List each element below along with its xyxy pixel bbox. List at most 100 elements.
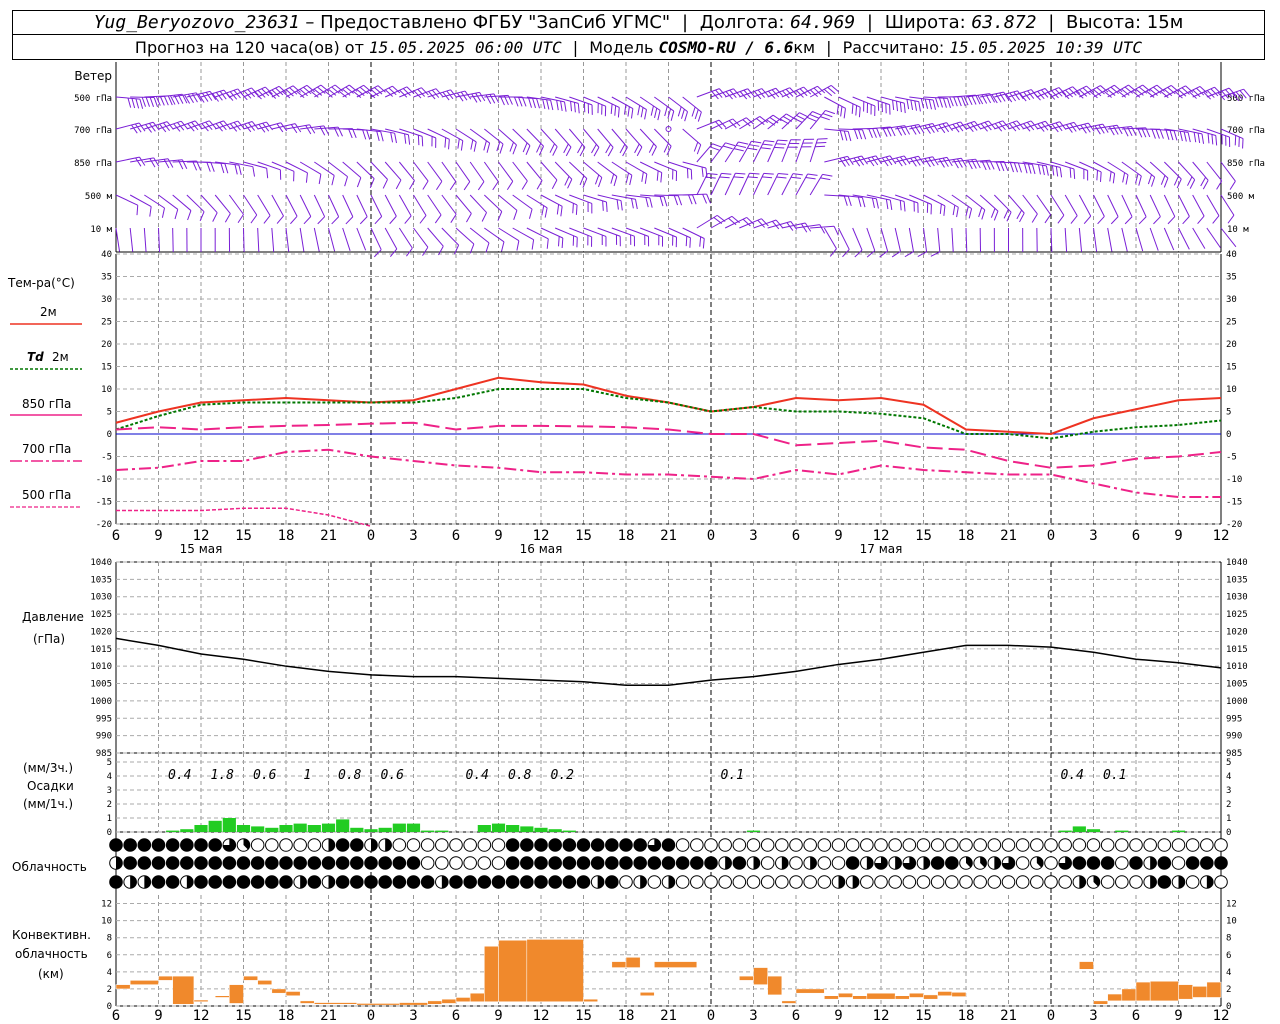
wind-barb-staff [229, 161, 253, 168]
cloud-symbol [803, 875, 817, 889]
wind-barb-feather [522, 96, 527, 107]
precip-title: Осадки [27, 779, 74, 793]
cloud-symbol [109, 875, 123, 889]
wind-barb-feather [560, 100, 563, 111]
cloud-circle [860, 838, 874, 852]
wind-barb-staff [469, 194, 487, 213]
wind-barb [1220, 194, 1235, 224]
cloud-circle [1200, 838, 1214, 852]
hour-label-bottom: 21 [1000, 1008, 1017, 1024]
wind-barb [1178, 227, 1190, 250]
wind-barb [611, 161, 633, 186]
wind-level-label-right: 500 гПа [1227, 94, 1265, 104]
wind-barb [555, 96, 580, 114]
hour-label-bottom: 15 [575, 1008, 592, 1024]
conv-bar [172, 975, 195, 1005]
wind-barb-feather [692, 194, 697, 205]
wind-barb-staff [554, 227, 578, 238]
wind-barb-feather [853, 157, 861, 167]
wind-barb-feather [435, 181, 443, 191]
wind-barb-staff [356, 227, 367, 251]
conv-bar [1192, 986, 1208, 998]
cloud-symbol [449, 856, 463, 870]
cloud-symbol [888, 875, 902, 889]
wind-barb-feather [1086, 85, 1095, 94]
wind-barb-feather [1124, 86, 1134, 94]
wind-barb-feather [522, 142, 528, 153]
wind-barb-feather [1193, 132, 1197, 143]
wind-barb-feather [774, 146, 785, 149]
precip-3h-total: 0.6 [253, 768, 277, 783]
wind-barb [781, 139, 801, 163]
cloud-symbol [293, 856, 307, 870]
wind-barb-feather [891, 250, 901, 258]
wind-barb-feather [960, 157, 967, 168]
wind-barb-feather [1023, 163, 1028, 174]
wind-barb-feather [551, 179, 558, 190]
wind-barb-staff [498, 161, 514, 182]
wind-barb-feather [892, 100, 895, 111]
cloud-fill-full [138, 856, 151, 870]
cloud-fill-full [577, 875, 590, 889]
wind-barb [214, 194, 231, 223]
wind-barbs [115, 84, 1251, 258]
cloud-circle [675, 875, 690, 889]
cloud-circle [1115, 838, 1129, 852]
wind-barb-feather [1044, 214, 1051, 224]
wind-barb-feather [334, 84, 344, 92]
wind-barb-feather [149, 158, 156, 168]
wind-barb-feather [380, 131, 384, 142]
cloud-symbol [746, 838, 761, 852]
cloud-fill-full [251, 856, 264, 870]
cloud-symbol [831, 875, 846, 889]
wind-barb [739, 116, 769, 130]
cloud-circle [1072, 838, 1087, 852]
wind-barb [130, 96, 158, 108]
cloud-symbol [321, 875, 336, 889]
cloud-fill-full [208, 875, 222, 889]
wind-barb [243, 86, 273, 100]
hour-label-bottom: 9 [494, 1008, 502, 1024]
wind-barb-feather [1202, 180, 1209, 190]
cloud-symbol [350, 838, 364, 852]
wind-barb [512, 161, 528, 190]
cloud-symbol [690, 875, 704, 889]
wind-barb-feather [1178, 89, 1187, 97]
precip-bar [520, 826, 534, 832]
wind-barb-feather [594, 174, 600, 185]
cloud-symbol [817, 856, 832, 870]
wind-barb [1220, 227, 1237, 248]
td-legend-label-2: 2м [52, 350, 69, 364]
cloud-symbol [406, 838, 421, 852]
convective-cloud-chart [115, 939, 1222, 1006]
cloud-symbol [477, 856, 492, 870]
cloud-symbol [520, 875, 534, 889]
wind-barb [512, 227, 535, 250]
wind-barb-feather [1159, 129, 1164, 139]
wind-barb-feather [942, 123, 950, 133]
cloud-symbol [392, 856, 407, 870]
wind-barb-feather [546, 238, 549, 249]
cloud-symbol [1044, 838, 1058, 852]
wind-barb-staff [1050, 194, 1065, 216]
wind-barb-feather [1163, 177, 1169, 188]
wind-barb-feather [1069, 167, 1072, 178]
cloud-fill-partial [441, 875, 449, 889]
precip-bar [236, 825, 251, 832]
wind-barb [328, 227, 336, 252]
conv-bar [115, 984, 131, 990]
wind-barb-feather [956, 158, 963, 168]
wind-barb-feather [1211, 134, 1214, 145]
wind-barb [115, 156, 146, 167]
cloud-symbol [661, 838, 676, 852]
hour-label-bottom: 9 [154, 1008, 162, 1024]
wind-barb [1093, 227, 1098, 252]
wind-barb-feather [1151, 128, 1156, 139]
wind-barb [469, 194, 487, 222]
hour-label-bottom: 9 [1174, 1008, 1182, 1024]
wind-barb [866, 194, 893, 211]
wind-barb-feather [634, 199, 638, 210]
cloud-symbol [321, 838, 336, 852]
wind-barb-feather [254, 91, 262, 100]
cloud-symbol [633, 875, 647, 889]
